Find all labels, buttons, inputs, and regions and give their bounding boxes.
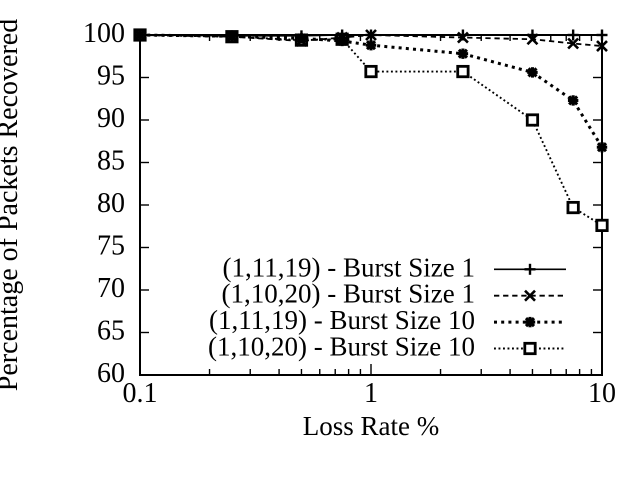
svg-text:(1,10,20) - Burst Size 10: (1,10,20) - Burst Size 10 [208,332,475,362]
svg-text:100: 100 [83,18,125,49]
svg-text:1: 1 [364,378,378,409]
svg-text:65: 65 [97,316,125,347]
svg-text:85: 85 [97,146,125,177]
svg-text:10: 10 [588,378,616,409]
svg-text:90: 90 [97,103,125,134]
svg-text:0.1: 0.1 [123,378,158,409]
svg-text:60: 60 [97,358,125,389]
svg-text:Loss Rate %: Loss Rate % [303,411,439,441]
svg-text:95: 95 [97,61,125,92]
svg-text:Percentage of Packets Recovere: Percentage of Packets Recovered [0,19,24,391]
svg-text:75: 75 [97,231,125,262]
svg-text:80: 80 [97,188,125,219]
svg-text:70: 70 [97,273,125,304]
